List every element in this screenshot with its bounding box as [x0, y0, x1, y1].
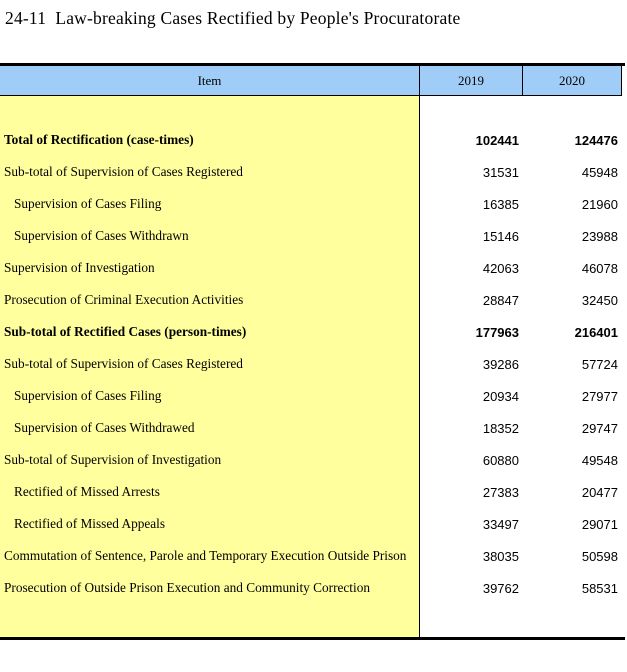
value-2019-cell: 42063	[420, 252, 523, 284]
table-row: Sub-total of Supervision of Cases Regist…	[0, 156, 622, 188]
statistics-table: Item 2019 2020 Total of Rectification (c…	[0, 63, 625, 640]
table-row: Supervision of Cases Filing 16385 21960	[0, 188, 622, 220]
value-2019-cell: 33497	[420, 508, 523, 540]
value-2019-cell: 39286	[420, 348, 523, 380]
table-row: Sub-total of Supervision of Cases Regist…	[0, 348, 622, 380]
value-2020-cell: 21960	[523, 188, 622, 220]
value-2019-cell: 177963	[420, 316, 523, 348]
item-cell: Rectified of Missed Arrests	[0, 476, 420, 508]
column-header-item: Item	[0, 66, 420, 95]
table-row: Total of Rectification (case-times) 1024…	[0, 124, 622, 156]
item-cell: Supervision of Cases Filing	[0, 188, 420, 220]
table-row: Sub-total of Supervision of Investigatio…	[0, 444, 622, 476]
value-2019-cell: 20934	[420, 380, 523, 412]
item-cell: Supervision of Cases Filing	[0, 380, 420, 412]
table-row: Rectified of Missed Appeals 33497 29071	[0, 508, 622, 540]
value-2019-cell: 28847	[420, 284, 523, 316]
table-row: Prosecution of Criminal Execution Activi…	[0, 284, 622, 316]
item-cell	[0, 96, 420, 124]
table-row: Sub-total of Rectified Cases (person-tim…	[0, 316, 622, 348]
value-2020-cell: 29747	[523, 412, 622, 444]
value-2020-cell: 50598	[523, 540, 622, 572]
item-cell: Supervision of Cases Withdrawn	[0, 220, 420, 252]
value-2020-cell: 124476	[523, 124, 622, 156]
item-cell: Supervision of Investigation	[0, 252, 420, 284]
item-cell: Sub-total of Supervision of Cases Regist…	[0, 156, 420, 188]
value-2019-cell: 27383	[420, 476, 523, 508]
value-2019-cell	[420, 96, 523, 124]
value-2020-cell: 20477	[523, 476, 622, 508]
item-cell: Sub-total of Supervision of Cases Regist…	[0, 348, 420, 380]
item-cell: Prosecution of Outside Prison Execution …	[0, 572, 420, 604]
spacer-row	[0, 604, 622, 637]
table-header-row: Item 2019 2020	[0, 66, 622, 96]
value-2019-cell: 31531	[420, 156, 523, 188]
column-header-2019: 2019	[420, 66, 523, 95]
item-cell: Commutation of Sentence, Parole and Temp…	[0, 540, 420, 572]
value-2020-cell: 32450	[523, 284, 622, 316]
spacer-row	[0, 96, 622, 124]
value-2020-cell	[523, 604, 622, 637]
value-2020-cell	[523, 96, 622, 124]
value-2019-cell: 38035	[420, 540, 523, 572]
value-2019-cell: 39762	[420, 572, 523, 604]
item-cell: Supervision of Cases Withdrawed	[0, 412, 420, 444]
table-row: Commutation of Sentence, Parole and Temp…	[0, 540, 622, 572]
item-cell: Total of Rectification (case-times)	[0, 124, 420, 156]
value-2020-cell: 29071	[523, 508, 622, 540]
table-row: Prosecution of Outside Prison Execution …	[0, 572, 622, 604]
value-2020-cell: 45948	[523, 156, 622, 188]
value-2019-cell: 60880	[420, 444, 523, 476]
value-2019-cell: 18352	[420, 412, 523, 444]
value-2019-cell	[420, 604, 523, 637]
page-title: 24-11 Law-breaking Cases Rectified by Pe…	[5, 8, 461, 28]
table-row: Rectified of Missed Arrests 27383 20477	[0, 476, 622, 508]
value-2019-cell: 102441	[420, 124, 523, 156]
value-2020-cell: 216401	[523, 316, 622, 348]
value-2019-cell: 15146	[420, 220, 523, 252]
value-2020-cell: 46078	[523, 252, 622, 284]
table-body: Total of Rectification (case-times) 1024…	[0, 96, 622, 637]
item-cell: Rectified of Missed Appeals	[0, 508, 420, 540]
item-cell: Prosecution of Criminal Execution Activi…	[0, 284, 420, 316]
value-2020-cell: 57724	[523, 348, 622, 380]
column-header-2020: 2020	[523, 66, 622, 95]
value-2019-cell: 16385	[420, 188, 523, 220]
value-2020-cell: 23988	[523, 220, 622, 252]
item-cell	[0, 604, 420, 637]
value-2020-cell: 49548	[523, 444, 622, 476]
value-2020-cell: 58531	[523, 572, 622, 604]
item-cell: Sub-total of Rectified Cases (person-tim…	[0, 316, 420, 348]
table-row: Supervision of Investigation 42063 46078	[0, 252, 622, 284]
table-row: Supervision of Cases Withdrawn 15146 239…	[0, 220, 622, 252]
value-2020-cell: 27977	[523, 380, 622, 412]
table-row: Supervision of Cases Filing 20934 27977	[0, 380, 622, 412]
table-row: Supervision of Cases Withdrawed 18352 29…	[0, 412, 622, 444]
item-cell: Sub-total of Supervision of Investigatio…	[0, 444, 420, 476]
